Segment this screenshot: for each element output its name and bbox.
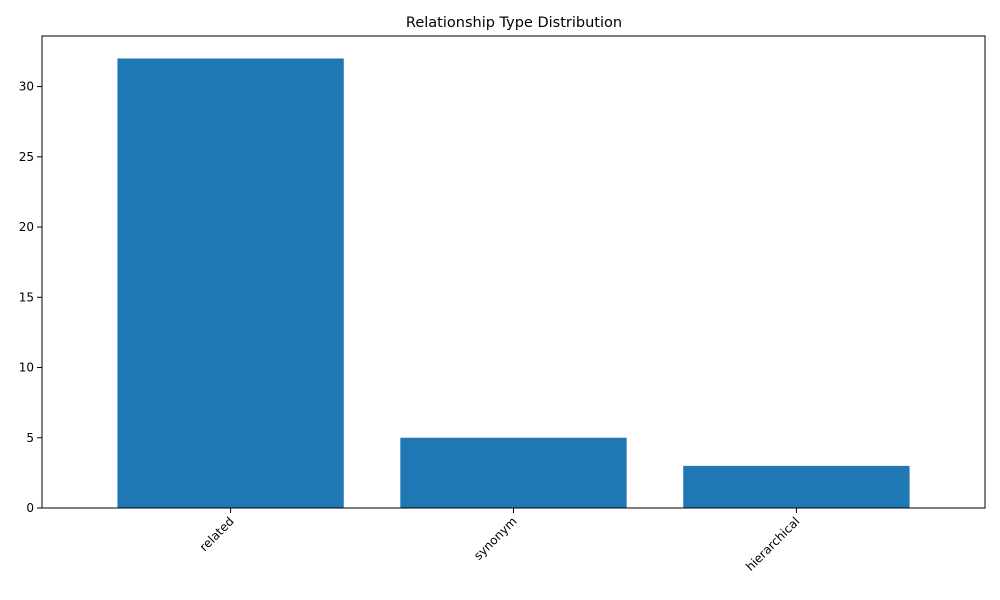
bar-related	[117, 58, 344, 508]
y-tick-label: 10	[19, 361, 34, 375]
y-tick-label: 15	[19, 290, 34, 304]
x-tick-label-related: related	[197, 514, 237, 554]
y-tick-label: 20	[19, 220, 34, 234]
plot-spines	[41, 35, 986, 509]
y-tick-label: 25	[19, 150, 34, 164]
y-tick-label: 5	[26, 431, 34, 445]
x-axis: related synonym hierarchical	[197, 508, 803, 574]
y-tick-label: 0	[26, 501, 34, 515]
y-axis: 0 5 10 15 20 25 30	[19, 80, 42, 515]
x-tick-label-synonym: synonym	[471, 514, 520, 563]
plot-frame	[41, 35, 986, 509]
chart-title: Relationship Type Distribution	[406, 15, 622, 31]
bars-group	[117, 58, 910, 508]
x-tick-label-hierarchical: hierarchical	[743, 514, 802, 573]
bar-hierarchical	[683, 465, 910, 508]
bar-synonym	[400, 437, 627, 508]
y-tick-label: 30	[19, 80, 34, 94]
